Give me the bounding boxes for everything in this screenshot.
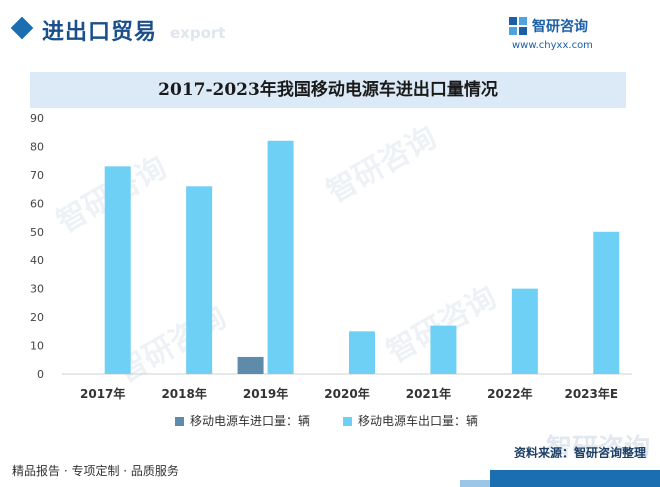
x-tick-label: 2017年 [80, 386, 125, 401]
footer-accent-bar [490, 470, 660, 487]
footer-text: 精品报告 · 专项定制 · 品质服务 [12, 464, 179, 478]
legend-swatch-import [175, 417, 184, 426]
chart-title: 2017-2023年我国移动电源车进出口量情况 [158, 80, 498, 100]
x-tick-label: 2018年 [161, 386, 206, 401]
source-area: 智研咨询 资料来源：智研咨询整理 [470, 428, 650, 464]
export-bar [430, 325, 457, 374]
y-tick-label: 50 [30, 226, 44, 239]
x-tick-label: 2019年 [243, 386, 288, 401]
brand-logo-icon [509, 17, 527, 35]
legend-item-import: 移动电源车进口量：辆 [175, 412, 310, 429]
header: 进出口贸易 export 智研咨询 www.chyxx.com [0, 0, 660, 60]
section-subtitle: export [170, 24, 226, 42]
source-text: 资料来源：智研咨询整理 [513, 446, 646, 460]
brand-url: www.chyxx.com [512, 40, 593, 51]
y-tick-label: 60 [30, 197, 44, 210]
brand-name: 智研咨询 [532, 19, 588, 35]
y-tick-label: 30 [30, 283, 44, 296]
export-bar [349, 331, 375, 374]
y-tick-label: 0 [37, 368, 44, 381]
import-bar [237, 356, 264, 374]
x-tick-label: 2023年E [564, 386, 618, 401]
export-bar [104, 166, 131, 374]
export-bar [186, 186, 213, 374]
x-tick-label: 2022年 [487, 386, 532, 401]
y-tick-label: 80 [30, 140, 44, 153]
section-title: 进出口贸易 [42, 20, 158, 45]
legend-label-import: 移动电源车进口量：辆 [190, 414, 311, 428]
y-tick-label: 70 [30, 169, 44, 182]
y-tick-label: 10 [30, 340, 44, 353]
legend-item-export: 移动电源车出口量：辆 [343, 412, 478, 429]
brand-logo: 智研咨询 www.chyxx.com [508, 14, 638, 54]
export-bar [593, 231, 620, 374]
legend-label-export: 移动电源车出口量：辆 [358, 414, 479, 428]
legend-swatch-export [343, 417, 352, 426]
export-bar [267, 140, 294, 374]
export-bar [511, 288, 538, 374]
x-tick-label: 2020年 [324, 386, 369, 401]
footer: 精品报告 · 专项定制 · 品质服务 [0, 458, 660, 487]
y-tick-label: 20 [30, 311, 44, 324]
footer-accent-light [460, 480, 490, 487]
x-tick-label: 2021年 [406, 386, 451, 401]
chart-title-band: 2017-2023年我国移动电源车进出口量情况 [30, 72, 626, 108]
y-tick-label: 90 [30, 112, 44, 125]
y-tick-label: 40 [30, 254, 44, 267]
